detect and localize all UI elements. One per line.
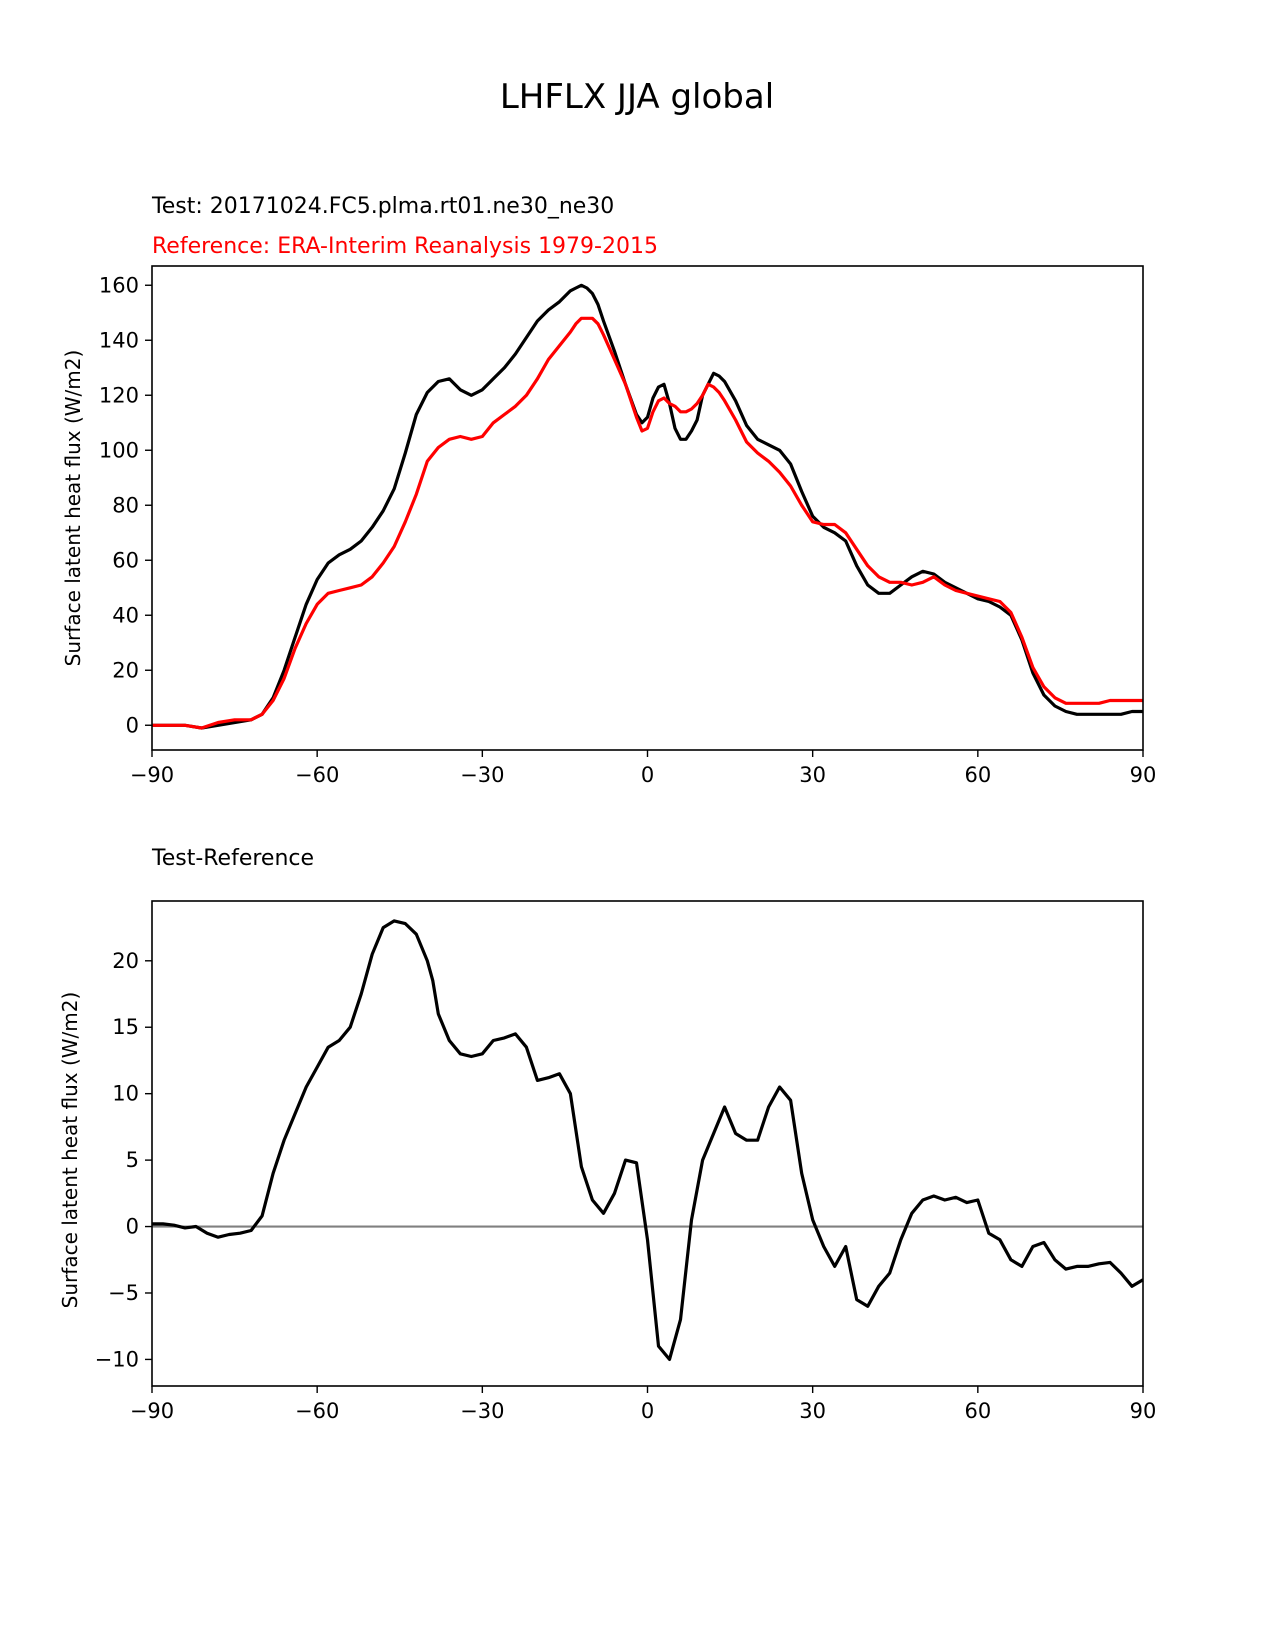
top-ytick-label: 0 <box>126 713 139 737</box>
top-series-reference <box>152 316 1143 730</box>
bottom-series-test-reference <box>152 919 1144 1361</box>
top-panel: Test: 20171024.FC5.plma.rt01.ne30_ne30 R… <box>61 194 1156 787</box>
top-ytick-label: 20 <box>112 658 139 682</box>
top-subtitle-reference: Reference: ERA-Interim Reanalysis 1979-2… <box>152 234 658 259</box>
top-xtick-label: −30 <box>460 763 504 787</box>
bottom-ytick-label: −10 <box>95 1347 139 1371</box>
bottom-xtick-label: −90 <box>130 1399 174 1423</box>
bottom-xtick-label: 90 <box>1130 1399 1157 1423</box>
top-ytick-label: 100 <box>99 438 139 462</box>
bottom-xtick-label: −60 <box>295 1399 339 1423</box>
bottom-ytick-label: 5 <box>126 1148 139 1172</box>
top-axes-frame <box>151 265 1144 751</box>
bottom-xtick-label: 0 <box>641 1399 654 1423</box>
bottom-subtitle: Test-Reference <box>151 846 314 871</box>
bottom-ylabel: Surface latent heat flux (W/m2) <box>58 992 82 1309</box>
top-ytick-label: 40 <box>112 603 139 627</box>
bottom-xtick-label: −30 <box>460 1399 504 1423</box>
top-ylabel: Surface latent heat flux (W/m2) <box>61 350 85 667</box>
bottom-axes-frame <box>151 900 1144 1387</box>
top-xtick-label: 90 <box>1130 763 1157 787</box>
top-ytick-label: 60 <box>112 548 139 572</box>
top-ytick-label: 80 <box>112 493 139 517</box>
top-xtick-label: −90 <box>130 763 174 787</box>
bottom-ytick-label: 15 <box>112 1015 139 1039</box>
bottom-xtick-label: 30 <box>799 1399 826 1423</box>
top-xtick-label: 0 <box>641 763 654 787</box>
top-series-test <box>152 283 1143 730</box>
top-subtitle-test: Test: 20171024.FC5.plma.rt01.ne30_ne30 <box>151 194 614 219</box>
bottom-panel: Test-Reference Surface latent heat flux … <box>58 846 1156 1423</box>
figure-title: LHFLX JJA global <box>500 77 774 117</box>
bottom-ytick-label: −5 <box>108 1281 139 1305</box>
top-plot-area: −90 −60 −30 0 30 60 90 0 20 40 60 80 100 120 140 160 <box>99 265 1157 787</box>
top-xtick-label: 60 <box>964 763 991 787</box>
bottom-ytick-label: 10 <box>112 1082 139 1106</box>
top-ytick-label: 120 <box>99 383 139 407</box>
top-xtick-label: −60 <box>295 763 339 787</box>
top-xtick-label: 30 <box>799 763 826 787</box>
bottom-ytick-label: 0 <box>126 1215 139 1239</box>
top-ytick-label: 160 <box>99 273 139 297</box>
bottom-ytick-label: 20 <box>112 949 139 973</box>
top-ytick-label: 140 <box>99 328 139 352</box>
bottom-plot-area: −90 −60 −30 0 30 60 90 −10 −5 0 5 10 15 20 <box>95 900 1157 1423</box>
bottom-xtick-label: 60 <box>964 1399 991 1423</box>
